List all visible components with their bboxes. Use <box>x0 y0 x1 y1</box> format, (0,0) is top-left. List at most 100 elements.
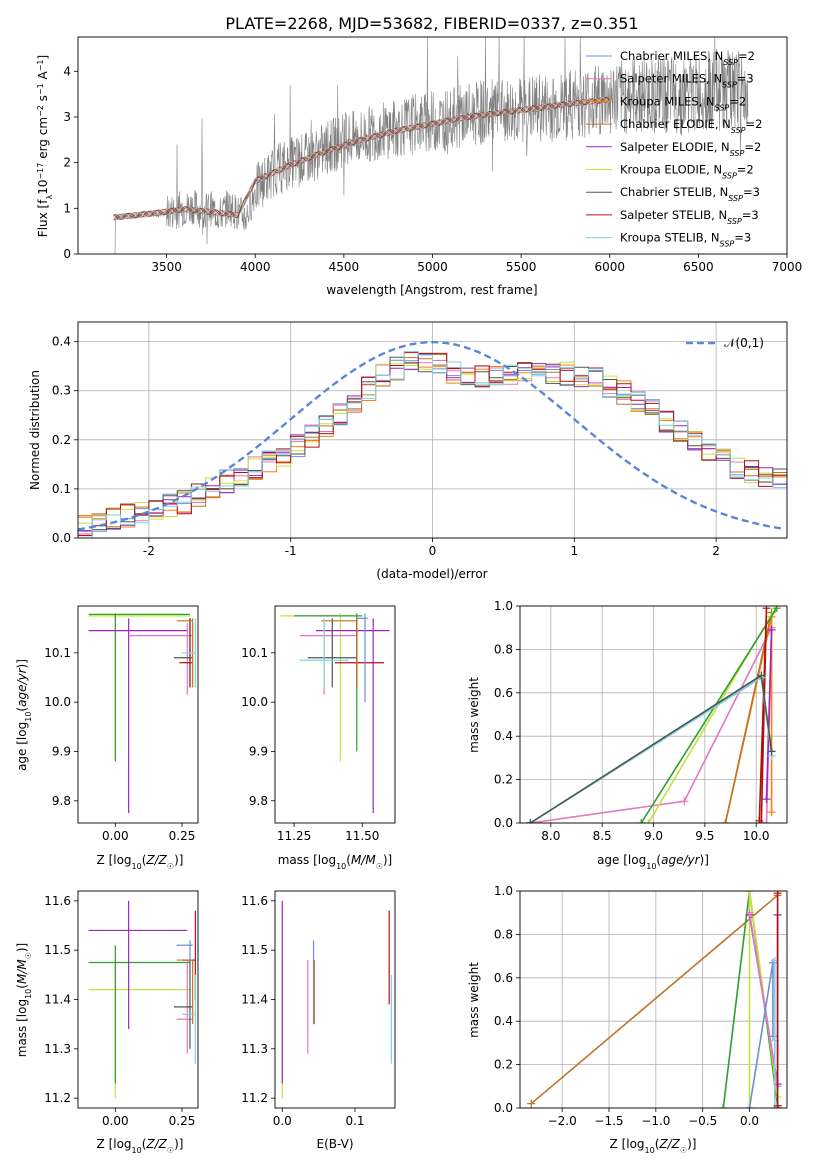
legend-entry: Kroupa STELIB, NSSP=3 <box>620 231 751 249</box>
spectrum-xtick-label: 6500 <box>683 260 714 274</box>
spectrum-ylabel: Flux [fλ10−17 erg cm−2 s−1 A−1] <box>36 55 54 237</box>
weight_vs_age-frame <box>519 605 788 824</box>
residuals-ytick-label: 0.1 <box>52 482 71 496</box>
residuals-xtick-label: 1 <box>570 544 578 558</box>
normal-legend-label: 𝒩(0,1) <box>724 336 764 350</box>
mass_vs_Z-ytick-label: 11.2 <box>44 1091 71 1105</box>
age_vs_Z-marks <box>88 613 196 814</box>
weight-series-line <box>530 894 779 1105</box>
weight_vs_Z-xtick-label: −1.5 <box>594 1114 623 1128</box>
age_vs_mass-xtick-label: 11.25 <box>277 829 311 843</box>
residuals-frame <box>77 321 788 539</box>
weight-series-marker <box>773 1104 782 1108</box>
weight-series-marker <box>772 606 781 613</box>
weight-series-marker <box>767 808 776 817</box>
spectrum-ytick-label: 1 <box>63 201 71 215</box>
weight-series-marker <box>762 819 771 823</box>
weight-series-marker <box>768 1032 777 1041</box>
mass_vs_EBV-frame <box>274 890 396 1109</box>
weight-series-marker <box>644 819 653 823</box>
spectrum-ytick-label: 0 <box>63 247 71 261</box>
residuals-xtick-label: -2 <box>143 544 155 558</box>
weight-series-marker <box>526 819 535 823</box>
mass_vs_EBV-xtick-label: 0.0 <box>273 1114 292 1128</box>
massEBV-xlabel: E(B-V) <box>316 1137 353 1151</box>
normal-reference-curve <box>78 341 785 531</box>
weight_vs_Z-ytick-label: 1.0 <box>494 884 513 898</box>
residuals-ytick-label: 0.3 <box>52 384 71 398</box>
weight_vs_age-marks <box>526 606 781 823</box>
weight-series-marker <box>767 625 776 634</box>
weight-series-marker <box>721 819 730 823</box>
mass_vs_Z-ytick-label: 11.4 <box>44 993 71 1007</box>
figure-title: PLATE=2268, MJD=53682, FIBERID=0337, z=0… <box>225 14 638 33</box>
legend-entry: Salpeter STELIB, NSSP=3 <box>620 208 759 226</box>
spectrum-frame <box>77 36 788 255</box>
weight-series-marker <box>745 908 754 917</box>
weight_vs_Z-ytick-label: 0.6 <box>494 971 513 985</box>
spectrum-model-line <box>113 97 610 220</box>
age_vs_mass-ytick-label: 10.0 <box>241 695 268 709</box>
legend-entry: Chabrier MILES, NSSP=2 <box>620 49 755 67</box>
weightAge-ylabel: mass weight <box>467 677 481 753</box>
weightZ-ylabel: mass weight <box>467 962 481 1038</box>
weight_vs_Z-axes: −2.0 −1.5 −1.0 −0.5 0.0 0.0 0.2 0.4 0.6 0.8 1.0 Z [… <box>467 884 788 1155</box>
weight_vs_Z-xtick-label: −1.0 <box>641 1114 670 1128</box>
mass_vs_Z-marks <box>88 900 196 1099</box>
weight_vs_age-xtick-label: 8.0 <box>541 829 560 843</box>
spectrum-xtick-label: 7000 <box>772 260 803 274</box>
spectrum-model-line <box>113 97 610 221</box>
spectrum-axes: 3500 4000 4500 5000 5500 6000 6500 7000 0 1 2 3 4 wav… <box>36 36 803 297</box>
residuals-ytick-label: 0.0 <box>52 531 71 545</box>
spectrum-xlabel: wavelength [Angstrom, rest frame] <box>326 283 537 297</box>
weight-series-marker <box>745 891 754 895</box>
weight-series-marker <box>719 1104 728 1108</box>
weight_vs_Z-ytick-label: 0.4 <box>494 1014 513 1028</box>
age_vs_mass-frame <box>274 605 396 824</box>
residuals-ytick-label: 0.4 <box>52 335 71 349</box>
weight_vs_Z-xtick-label: 0.0 <box>740 1114 759 1128</box>
mass_vs_Z-xtick-label: 0.25 <box>169 1114 196 1128</box>
age_vs_Z-axes: 0.00 0.25 9.8 9.9 10.0 10.1 Z [log10(Z/Z☉)] age… <box>15 605 199 871</box>
age_vs_mass-marks <box>280 613 390 814</box>
weight_vs_Z-ytick-label: 0.8 <box>494 927 513 941</box>
mass_vs_EBV-ytick-label: 11.3 <box>241 1042 268 1056</box>
spectrum-xtick-label: 5000 <box>417 260 448 274</box>
age_vs_Z-xtick-label: 0.00 <box>102 829 129 843</box>
age_vs_mass-xtick-label: 11.50 <box>345 829 379 843</box>
weight-series-marker <box>762 606 771 613</box>
weight-series-marker <box>773 891 782 898</box>
mass_vs_Z-ytick-label: 11.5 <box>44 943 71 957</box>
age_vs_mass-ytick-label: 9.9 <box>249 744 268 758</box>
residual-xlabel: (data-model)/error <box>376 567 487 581</box>
weight_vs_Z-xtick-label: −0.5 <box>688 1114 717 1128</box>
age_vs_mass-axes: 11.25 11.50 9.8 9.9 10.0 10.1 mass [log10(M/M☉… <box>241 605 396 871</box>
plot-area: 3500 4000 4500 5000 5500 6000 6500 7000 0 1 2 3 4 wav… <box>15 36 803 1155</box>
ageMass-xlabel: mass [log10(M/M☉)] <box>278 853 393 871</box>
residuals-xtick-label: -1 <box>285 544 297 558</box>
mass_vs_Z-frame <box>77 890 199 1109</box>
weight_vs_Z-xtick-label: −2.0 <box>548 1114 577 1128</box>
spectrum-xtick-label: 5500 <box>506 260 537 274</box>
residual-ylabel: Normed distribution <box>28 370 42 490</box>
weight-series-marker <box>762 795 771 804</box>
age_vs_Z-ytick-label: 10.1 <box>44 646 71 660</box>
weight-series-line <box>724 612 773 823</box>
weight-series-line <box>640 607 778 823</box>
residuals-ytick-label: 0.2 <box>52 433 71 447</box>
weight_vs_age-ytick-label: 1.0 <box>494 599 513 613</box>
massZ-xlabel: Z [log10(Z/Z☉)] <box>97 1137 184 1155</box>
residuals-marks <box>78 341 787 538</box>
spectrum-xtick-label: 3500 <box>151 260 182 274</box>
legend-entry: Chabrier STELIB, NSSP=3 <box>620 185 760 203</box>
age_vs_Z-xtick-label: 0.25 <box>169 829 196 843</box>
weight_vs_age-xtick-label: 8.5 <box>593 829 612 843</box>
spectrum-ytick-label: 3 <box>63 110 71 124</box>
spectrum-xtick-label: 6000 <box>594 260 625 274</box>
weight_vs_age-ytick-label: 0.4 <box>494 729 513 743</box>
residuals-axes: -2 -1 0 1 2 0.0 0.1 0.2 0.3 0.4 𝒩(0,1) (data-model)… <box>28 321 788 581</box>
age_vs_Z-ytick-label: 9.8 <box>52 794 71 808</box>
spectrum-ytick-label: 2 <box>63 156 71 170</box>
weight_vs_age-ytick-label: 0.0 <box>494 816 513 830</box>
legend-entry: Chabrier ELODIE, NSSP=2 <box>620 117 762 135</box>
